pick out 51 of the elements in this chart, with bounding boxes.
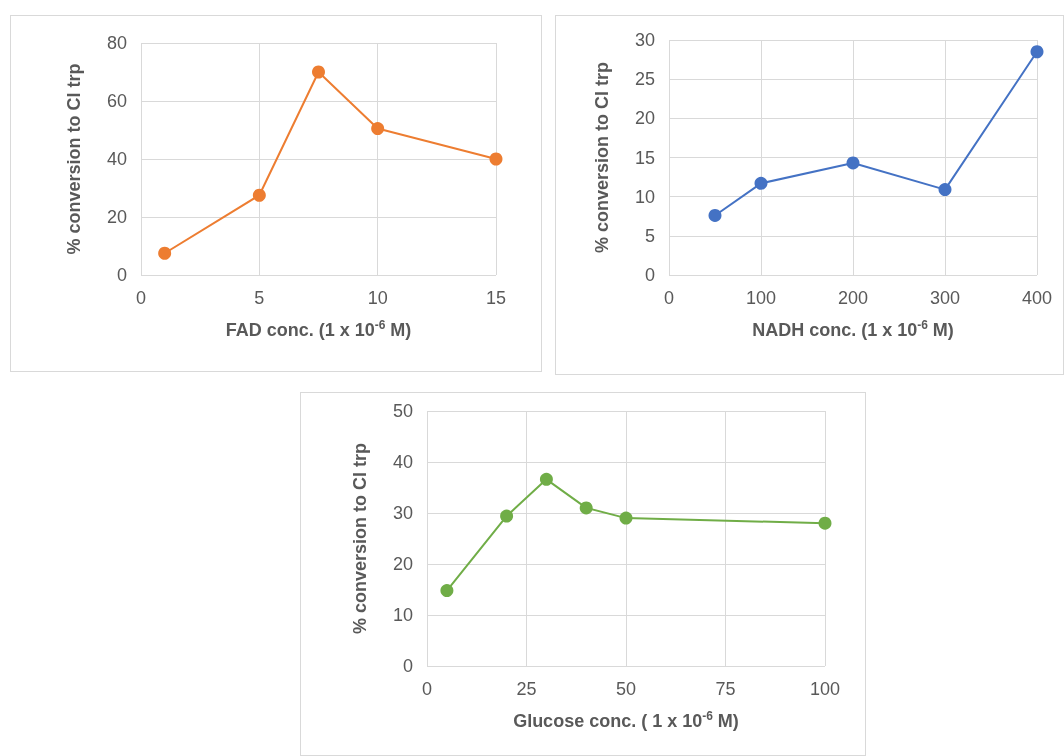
y-tick-label: 0 [116, 265, 127, 285]
y-tick-label: 15 [634, 147, 655, 168]
y-tick-label: 10 [634, 186, 655, 207]
x-tick-label: 0 [663, 288, 675, 308]
y-axis-title: % conversion to Cl trp [350, 442, 370, 635]
point [846, 156, 860, 170]
y-tick-label: 40 [106, 149, 127, 169]
x-tick-label: 400 [1021, 288, 1053, 308]
point [489, 152, 503, 166]
x-tick-label: 5 [254, 288, 265, 308]
point [440, 584, 454, 598]
point [938, 183, 952, 197]
x-tick-label: 0 [421, 679, 433, 699]
point [1030, 45, 1044, 59]
point [252, 188, 266, 202]
y-tick-label: 50 [392, 401, 413, 421]
point [818, 516, 832, 530]
point [619, 511, 633, 525]
y-tick-label: 25 [634, 69, 655, 90]
point [579, 501, 593, 515]
x-tick-label: 0 [135, 288, 147, 308]
y-tick-label: 20 [634, 108, 655, 129]
x-tick-label: 100 [745, 288, 777, 308]
y-tick-label: 30 [392, 503, 413, 523]
x-tick-label: 10 [367, 288, 388, 308]
y-tick-label: 0 [644, 265, 655, 285]
y-tick-label: 30 [634, 30, 655, 50]
y-tick-label: 20 [392, 554, 413, 574]
y-tick-label: 60 [106, 91, 127, 111]
point [539, 472, 553, 486]
x-tick-label: 25 [516, 679, 537, 699]
point [371, 122, 385, 136]
y-axis-title: % conversion to Cl trp [592, 61, 612, 254]
point [312, 65, 325, 79]
x-tick-label: 200 [837, 288, 869, 308]
point [754, 176, 768, 190]
y-tick-label: 5 [644, 225, 655, 246]
x-tick-label: 75 [715, 679, 736, 699]
x-tick-label: 300 [929, 288, 961, 308]
y-tick-label: 40 [392, 452, 413, 472]
y-tick-label: 20 [106, 207, 127, 227]
point [708, 208, 722, 222]
x-tick-label: 15 [485, 288, 507, 308]
y-tick-label: 80 [106, 33, 127, 53]
point [158, 246, 172, 260]
y-axis-title: % conversion to Cl trp [64, 63, 84, 255]
y-tick-label: 0 [402, 656, 413, 676]
x-tick-label: 50 [615, 679, 637, 699]
x-tick-label: 100 [809, 679, 841, 699]
point [500, 509, 514, 523]
y-tick-label: 10 [392, 605, 413, 625]
